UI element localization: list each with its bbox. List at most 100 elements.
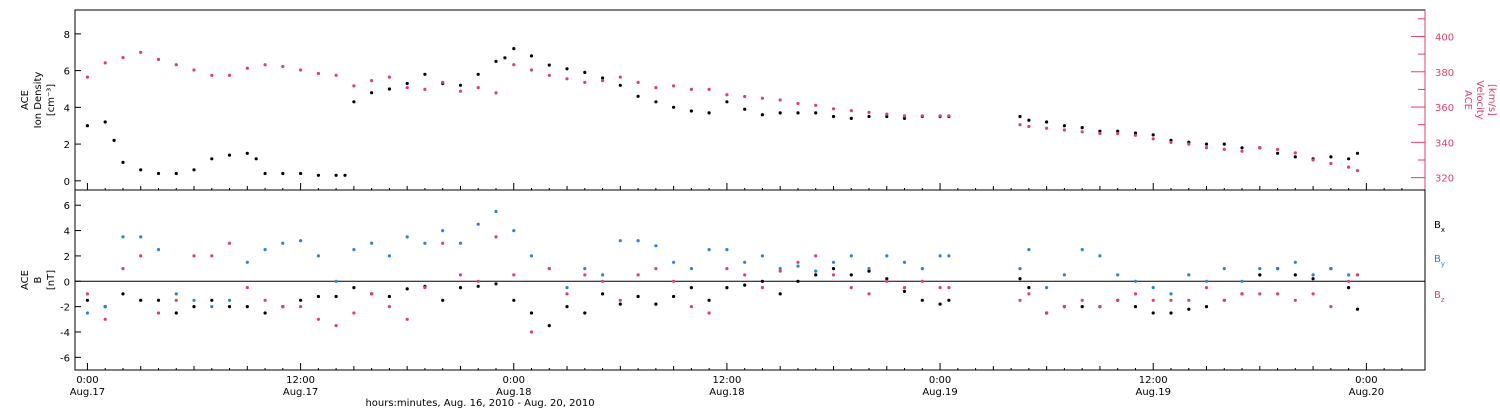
density-point [263, 171, 267, 176]
by-point [814, 269, 818, 273]
bx-point [1204, 305, 1209, 309]
bz-point [831, 273, 836, 277]
by-point [654, 244, 658, 248]
by-point [867, 267, 871, 271]
bz-point [529, 330, 534, 334]
density-point [707, 111, 711, 115]
velocity-point [1187, 142, 1191, 146]
bx-point [139, 298, 143, 302]
bz-point [885, 279, 889, 283]
density-point [85, 124, 89, 128]
bz-point [281, 305, 285, 309]
bx-point [885, 277, 889, 281]
by-point [405, 235, 409, 239]
bx-point [707, 298, 711, 302]
bottom-panel-frame [74, 189, 1426, 371]
density-point [601, 76, 605, 80]
by-point [601, 273, 605, 277]
bx-point [156, 298, 161, 302]
density-axis-label-3: [cm⁻³] [46, 84, 57, 116]
field-points [85, 209, 1360, 334]
density-point [334, 173, 338, 177]
velocity-point [902, 114, 907, 118]
velocity-point [1045, 126, 1049, 130]
velocity-point [547, 73, 551, 77]
density-point [547, 63, 551, 67]
velocity-point [778, 98, 782, 102]
bx-point [672, 294, 676, 299]
magnetic-field-panel: -6 -4 -2 0 2 4 6 ACE B [nT] Bx By Bz [20, 189, 1445, 371]
bz-point [1204, 286, 1209, 290]
bz-point [263, 298, 267, 302]
bx-point [725, 286, 729, 290]
velocity-point [814, 103, 818, 107]
velocity-point [458, 89, 463, 93]
by-point [299, 239, 303, 243]
density-point [112, 138, 116, 142]
by-point [263, 248, 267, 252]
bz-point [1329, 305, 1333, 309]
density-point [512, 47, 516, 51]
bz-point [672, 279, 676, 283]
bx-point [529, 311, 534, 315]
density-point [103, 120, 107, 124]
bz-point [565, 292, 569, 296]
by-point [334, 279, 338, 283]
velocity-point [316, 71, 320, 76]
density-point [352, 100, 356, 104]
bz-point [441, 241, 445, 245]
velocity-y-axis: 320 340 360 380 400 [1411, 10, 1454, 190]
by-point [512, 229, 516, 233]
velocity-point [529, 68, 534, 72]
bx-point [1169, 311, 1173, 315]
bz-point [1098, 305, 1102, 309]
density-point [1240, 146, 1244, 150]
time-tick-label: 0:00 [76, 375, 98, 386]
by-point [885, 254, 889, 258]
bx-point [849, 273, 853, 277]
bz-point [156, 311, 161, 315]
field-tick-label: -4 [60, 328, 70, 339]
bx-point [1311, 277, 1315, 281]
density-point [1098, 129, 1102, 133]
density-point [760, 113, 765, 117]
velocity-point [1222, 147, 1226, 151]
bz-point [1151, 298, 1155, 302]
velocity-point [405, 86, 409, 90]
by-point [1293, 260, 1297, 264]
bx-point [902, 289, 907, 293]
velocity-point [1116, 131, 1120, 136]
top-panel-frame [74, 9, 1426, 191]
density-point [1133, 131, 1138, 135]
x-axis-title: hours:minutes, Aug. 16, 2010 - Aug. 20, … [365, 398, 594, 409]
by-point [1276, 267, 1280, 271]
density-point [281, 171, 285, 176]
date-tick-label: Aug.20 [1349, 387, 1384, 398]
velocity-point [1098, 131, 1102, 136]
bx-point [636, 294, 640, 299]
density-point [1027, 118, 1031, 122]
by-point [636, 239, 640, 243]
density-point [778, 111, 782, 115]
by-point [707, 248, 711, 252]
bz-point [334, 324, 338, 328]
density-point [583, 70, 587, 74]
bz-point [1062, 305, 1066, 309]
velocity-point [494, 91, 498, 95]
density-point [867, 114, 871, 119]
bx-point [743, 283, 747, 287]
bz-point [405, 317, 409, 321]
bx-point [192, 305, 196, 309]
density-point [654, 100, 658, 104]
bx-point [947, 298, 951, 302]
density-point [689, 109, 694, 113]
bz-point [867, 292, 871, 296]
velocity-tick-label: 340 [1435, 138, 1454, 149]
bz-point [1045, 311, 1049, 315]
by-point [245, 260, 249, 264]
legend-bx: Bx [1434, 220, 1445, 234]
field-axis-label-3: [nT] [46, 270, 57, 290]
bz-point [174, 298, 178, 302]
bx-point [938, 302, 942, 306]
